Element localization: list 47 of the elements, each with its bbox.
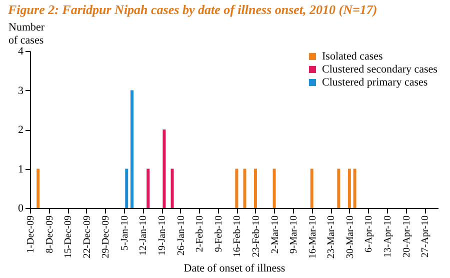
x-tick-label: 2-Feb-10 (194, 216, 206, 252)
legend-label: Clustered primary cases (322, 76, 428, 88)
y-tick-label: 3 (18, 84, 24, 97)
bar (170, 168, 174, 208)
x-tick-label: 29-Dec-09 (100, 216, 112, 258)
bar (310, 168, 314, 208)
x-tick-label: 22-Dec-09 (82, 216, 93, 258)
x-tick-label: 23-Mar-10 (326, 216, 338, 259)
x-tick-label: 6-Apr-10 (364, 216, 375, 253)
bar (162, 130, 166, 208)
x-tick-label: 19-Jan-10 (157, 216, 168, 256)
y-tick-label: 0 (18, 202, 24, 214)
bar (125, 168, 128, 208)
bar (146, 168, 150, 208)
x-axis-title: Date of onset of illness (184, 262, 286, 275)
chart-title: Figure 2: Faridpur Nipah cases by date of illness onset, 2010 (N=17) (7, 2, 378, 17)
x-tick-label: 16-Feb-10 (232, 216, 244, 258)
x-tick-label: 2-Mar-10 (270, 216, 281, 254)
x-tick-label: 27-Apr-10 (420, 216, 432, 258)
x-tick-label: 12-Jan-10 (138, 216, 150, 256)
bar (353, 168, 356, 208)
bar (130, 90, 134, 208)
bar (235, 168, 238, 208)
bar (272, 168, 276, 208)
y-tick-label: 4 (18, 46, 24, 58)
bar (254, 168, 257, 208)
bar (36, 168, 40, 208)
x-tick-label: 16-Mar-10 (307, 216, 318, 259)
bar (348, 168, 351, 208)
y-tick-label: 1 (18, 163, 24, 176)
x-tick-label: 8-Dec-09 (44, 216, 56, 254)
x-tick-label: 9-Feb-10 (213, 216, 224, 252)
x-tick-label: 1-Dec-09 (26, 216, 36, 254)
bar (243, 168, 246, 208)
y-tick-label: 2 (18, 124, 24, 136)
legend-label: Clustered secondary cases (322, 64, 438, 76)
x-tick-label: 5-Jan-10 (119, 216, 130, 250)
x-tick-label: 26-Jan-10 (176, 216, 187, 256)
x-tick-label: 9-Mar-10 (288, 216, 300, 254)
x-tick-label: 30-Mar-10 (344, 216, 356, 259)
x-tick-label: 13-Apr-10 (382, 216, 394, 258)
x-tick-label: 20-Apr-10 (401, 216, 412, 258)
bar (337, 168, 340, 208)
y-axis-title: Number of cases (8, 22, 45, 46)
x-tick-label: 15-Dec-09 (63, 216, 74, 258)
x-tick-label: 23-Feb-10 (250, 216, 262, 258)
legend-label: Isolated cases (322, 50, 383, 62)
